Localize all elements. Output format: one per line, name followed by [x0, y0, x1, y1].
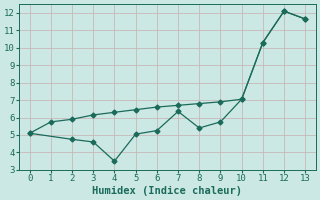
X-axis label: Humidex (Indice chaleur): Humidex (Indice chaleur) — [92, 186, 243, 196]
